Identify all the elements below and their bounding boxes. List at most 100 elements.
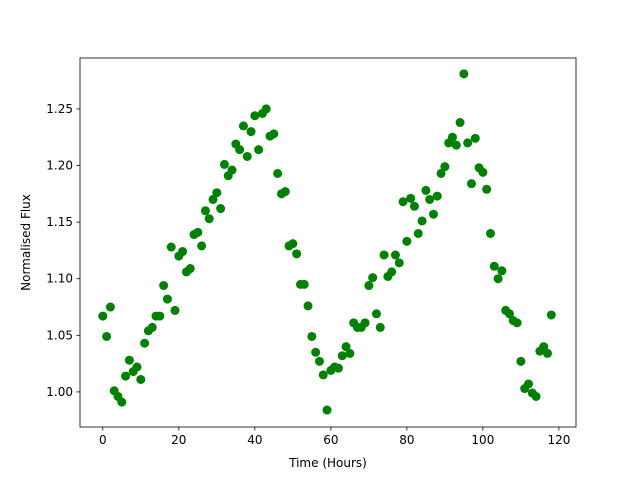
data-point: [360, 318, 370, 328]
data-point: [269, 129, 279, 139]
data-point: [200, 206, 210, 216]
x-tick-label: 20: [171, 433, 186, 447]
data-point: [466, 179, 476, 189]
data-point: [542, 348, 552, 358]
data-point: [455, 118, 465, 128]
data-point: [136, 374, 146, 384]
data-point: [117, 397, 127, 407]
y-tick-label: 1.05: [46, 328, 73, 342]
data-point: [451, 140, 461, 150]
data-point: [178, 247, 188, 257]
data-point: [314, 356, 324, 366]
data-point: [428, 209, 438, 219]
data-point: [489, 261, 499, 271]
plot-frame: [79, 57, 577, 428]
data-point: [170, 305, 180, 315]
data-point: [273, 168, 283, 178]
y-tick-label: 1.20: [46, 159, 73, 173]
data-point: [121, 371, 131, 381]
data-point: [254, 145, 264, 155]
data-point: [539, 342, 549, 352]
data-point: [185, 264, 195, 274]
data-point: [102, 331, 112, 341]
data-point: [421, 185, 431, 195]
data-point: [398, 197, 408, 207]
data-point: [212, 188, 222, 198]
data-point: [436, 168, 446, 178]
data-point: [288, 239, 298, 249]
data-point: [504, 309, 514, 319]
data-point: [409, 201, 419, 211]
data-point: [394, 258, 404, 268]
y-tick-label: 1.15: [46, 215, 73, 229]
data-point: [497, 266, 507, 276]
data-point: [470, 133, 480, 143]
data-point: [140, 338, 150, 348]
data-point: [155, 311, 165, 321]
data-point: [379, 250, 389, 260]
data-point: [371, 309, 381, 319]
data-point: [402, 236, 412, 246]
data-point: [546, 310, 556, 320]
data-point: [516, 356, 526, 366]
data-point: [193, 227, 203, 237]
data-point: [341, 342, 351, 352]
x-tick-label: 0: [99, 433, 107, 447]
y-axis-label: Normalised Flux: [19, 194, 33, 291]
x-tick-label: 60: [323, 433, 338, 447]
data-point: [219, 159, 229, 169]
data-point: [478, 167, 488, 177]
data-point: [333, 363, 343, 373]
data-point: [208, 194, 218, 204]
data-point: [216, 204, 226, 214]
data-point: [337, 351, 347, 361]
x-axis-label: Time (Hours): [288, 456, 367, 470]
data-point: [98, 311, 108, 321]
data-point: [197, 241, 207, 251]
data-point: [311, 347, 321, 357]
data-point: [235, 145, 245, 155]
data-point: [238, 121, 248, 131]
data-point: [280, 187, 290, 197]
y-tick-label: 1.25: [46, 102, 73, 116]
data-point: [512, 318, 522, 328]
data-point: [242, 151, 252, 161]
data-point: [531, 391, 541, 401]
y-tick-label: 1.10: [46, 272, 73, 286]
data-point: [417, 216, 427, 226]
data-point: [345, 348, 355, 358]
data-point: [162, 294, 172, 304]
data-point: [322, 405, 332, 415]
data-point: [318, 370, 328, 380]
data-point: [105, 302, 115, 312]
data-point: [390, 250, 400, 260]
data-point: [147, 322, 157, 332]
data-point: [159, 281, 169, 291]
x-tick-label: 120: [547, 433, 570, 447]
data-point: [124, 355, 134, 365]
data-point: [493, 274, 503, 284]
data-point: [432, 191, 442, 201]
data-point: [459, 69, 469, 79]
data-point: [447, 132, 457, 142]
data-point: [463, 138, 473, 148]
data-point: [299, 279, 309, 289]
data-point: [485, 228, 495, 238]
data-point: [303, 301, 313, 311]
data-point: [250, 111, 260, 121]
data-point: [132, 362, 142, 372]
data-point: [227, 165, 237, 175]
data-point: [368, 273, 378, 283]
data-point: [204, 214, 214, 224]
x-tick-label: 80: [399, 433, 414, 447]
data-point: [292, 249, 302, 259]
data-point: [364, 281, 374, 291]
y-tick-label: 1.00: [46, 385, 73, 399]
data-point: [166, 242, 176, 252]
data-point: [523, 379, 533, 389]
data-point: [387, 267, 397, 277]
data-point: [440, 162, 450, 172]
